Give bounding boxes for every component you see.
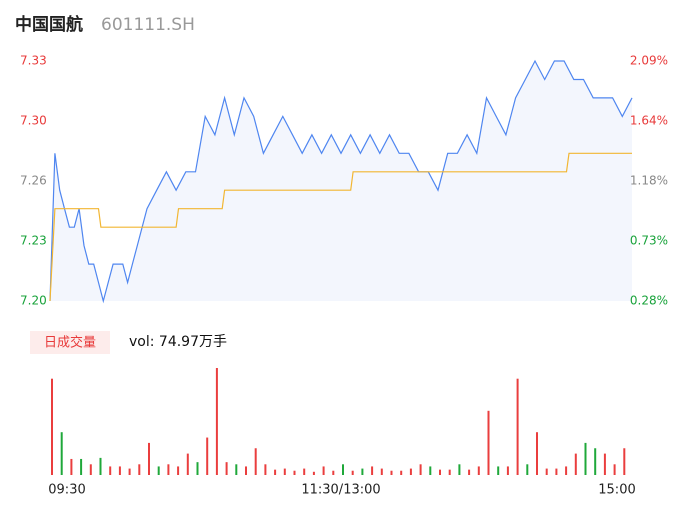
volume-bar xyxy=(448,469,451,475)
volume-bar xyxy=(293,470,296,475)
volume-bar xyxy=(322,466,325,475)
volume-bar xyxy=(206,437,209,475)
volume-bar xyxy=(371,466,374,475)
volume-bar xyxy=(613,464,616,475)
y-tick-label: 7.30 xyxy=(20,114,47,128)
y2-tick-label: 2.09% xyxy=(630,54,668,68)
volume-bar xyxy=(487,410,490,475)
volume-bar xyxy=(235,464,238,475)
volume-bar xyxy=(390,470,393,475)
y2-tick-label: 0.73% xyxy=(630,234,668,248)
volume-bar xyxy=(225,462,228,475)
volume-bar xyxy=(177,466,180,475)
volume-bar xyxy=(245,466,247,475)
volume-bar xyxy=(109,466,112,475)
volume-bar xyxy=(574,453,577,475)
volume-bar xyxy=(167,464,170,475)
volume-bar xyxy=(312,471,315,475)
volume-bar xyxy=(274,469,277,475)
volume-bar xyxy=(545,468,548,475)
volume-bar xyxy=(565,466,568,475)
volume-bar xyxy=(419,464,422,475)
volume-bar xyxy=(351,470,354,475)
volume-title: 日成交量 xyxy=(44,335,96,351)
volume-bar xyxy=(623,448,626,475)
y-tick-label: 7.33 xyxy=(20,54,47,68)
price-area xyxy=(50,61,632,301)
volume-bar xyxy=(468,469,471,475)
volume-bar xyxy=(157,466,160,475)
average-line xyxy=(49,152,632,302)
volume-bar xyxy=(380,468,383,475)
volume-bar xyxy=(361,468,364,475)
volume-bar xyxy=(594,448,597,475)
volume-bar xyxy=(215,368,218,475)
volume-bar xyxy=(138,464,141,475)
volume-bar xyxy=(400,470,403,475)
volume-annotation: vol: 74.97万手 xyxy=(129,334,227,350)
volume-bar xyxy=(409,468,412,475)
volume-bar xyxy=(60,432,63,475)
volume-bar xyxy=(526,464,529,475)
volume-bar xyxy=(555,468,558,475)
volume-bar xyxy=(118,466,121,475)
volume-bar xyxy=(458,464,461,475)
volume-bar xyxy=(303,468,306,475)
volume-bar xyxy=(477,466,480,475)
y2-tick-label: 1.18% xyxy=(630,174,668,188)
volume-bar xyxy=(283,468,286,475)
volume-bar xyxy=(89,464,92,475)
volume-bar xyxy=(342,464,344,475)
volume-bar xyxy=(99,457,102,475)
chart-title: 中国国航 xyxy=(15,14,83,35)
volume-bar xyxy=(51,378,53,475)
x-tick-label: 15:00 xyxy=(598,483,635,498)
volume-bar xyxy=(536,432,538,475)
volume-bar xyxy=(497,466,500,475)
volume-bar xyxy=(70,458,73,475)
chart-subtitle: 601111.SH xyxy=(101,15,195,35)
volume-bar xyxy=(516,378,519,475)
volume-bar xyxy=(603,453,606,475)
volume-bar xyxy=(332,470,335,475)
volume-bar xyxy=(128,468,131,475)
y2-tick-label: 0.28% xyxy=(630,294,668,308)
volume-bar xyxy=(80,458,83,475)
y2-tick-label: 1.64% xyxy=(630,114,668,128)
volume-bar xyxy=(264,464,267,475)
price-line xyxy=(49,59,633,304)
volume-bar xyxy=(439,469,441,475)
volume-title-box xyxy=(30,331,110,354)
y-tick-label: 7.26 xyxy=(20,174,47,188)
volume-bar xyxy=(148,442,150,475)
volume-bar xyxy=(186,453,189,475)
x-tick-label: 09:30 xyxy=(48,483,85,498)
volume-bar xyxy=(196,462,199,475)
volume-bar xyxy=(506,466,509,475)
x-tick-label: 11:30/13:00 xyxy=(301,483,380,498)
volume-bar xyxy=(429,466,432,475)
volume-bar xyxy=(254,448,257,475)
y-tick-label: 7.23 xyxy=(20,234,47,248)
volume-bar xyxy=(584,442,587,475)
y-tick-label: 7.20 xyxy=(20,294,47,308)
